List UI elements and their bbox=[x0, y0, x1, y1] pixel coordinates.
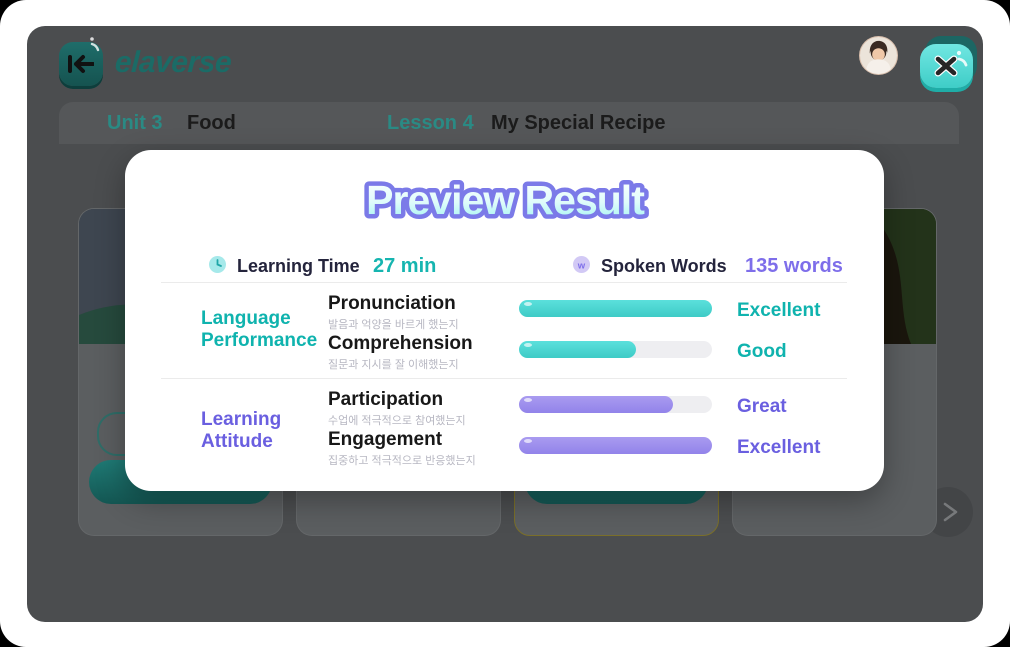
svg-text:w: w bbox=[577, 260, 586, 271]
svg-text:Preview Result: Preview Result bbox=[366, 177, 645, 223]
